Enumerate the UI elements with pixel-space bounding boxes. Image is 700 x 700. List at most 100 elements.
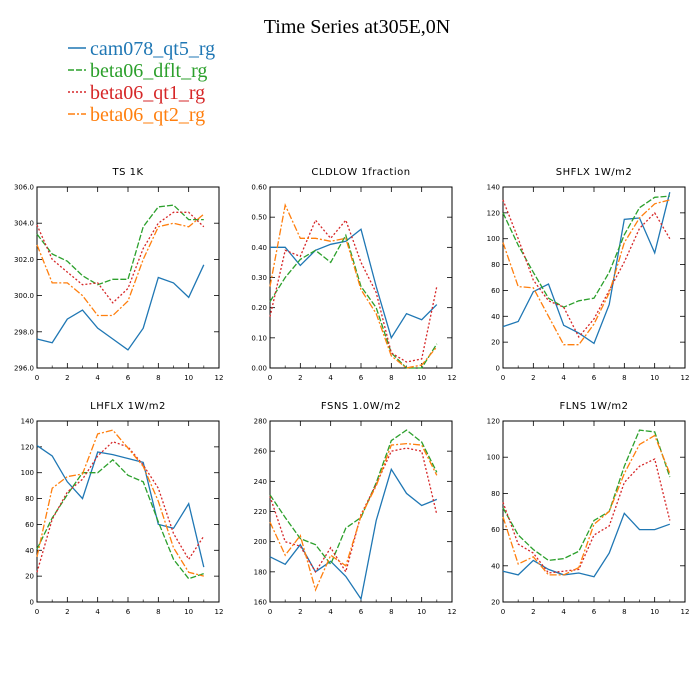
y-tick-label: 0 (30, 599, 34, 607)
x-tick-label: 12 (448, 608, 457, 616)
x-tick-label: 2 (65, 608, 69, 616)
x-tick-label: 12 (681, 374, 690, 382)
series-line-beta06_qt2_rg (502, 199, 670, 346)
panel-title: LHFLX 1W/m2 (90, 401, 166, 412)
y-tick-label: 40 (491, 562, 500, 570)
x-tick-label: 0 (501, 608, 505, 616)
x-tick-label: 8 (389, 608, 393, 616)
figure-title: Time Series at305E,0N (264, 16, 450, 38)
y-tick-label: 0 (496, 365, 500, 373)
panel-title: SHFLX 1W/m2 (556, 167, 632, 178)
x-tick-label: 6 (126, 608, 131, 616)
panel-0: TS 1K 0 2 4 6 8 10 12 296.0 298.0 300.0 302.0 304.0 3… (14, 167, 224, 382)
x-tick-label: 10 (417, 608, 426, 616)
y-tick-label: 80 (491, 261, 500, 269)
x-tick-label: 12 (215, 374, 224, 382)
y-tick-label: 20 (25, 573, 34, 581)
series-line-beta06_dflt_rg (269, 233, 438, 369)
x-tick-label: 10 (650, 374, 659, 382)
panels: TS 1K 0 2 4 6 8 10 12 296.0 298.0 300.0 302.0 304.0 3… (14, 167, 690, 616)
series-line-beta06_dflt_rg (502, 429, 671, 562)
panel-title: FSNS 1.0W/m2 (321, 401, 401, 412)
x-tick-label: 6 (126, 374, 131, 382)
x-tick-label: 6 (359, 374, 364, 382)
x-tick-label: 8 (622, 608, 626, 616)
legend-label-qt2: beta06_qt2_rg (90, 104, 205, 126)
y-tick-label: 200 (254, 538, 267, 546)
y-tick-label: 0.50 (251, 214, 267, 222)
x-tick-label: 4 (561, 608, 566, 616)
y-tick-label: 60 (491, 287, 500, 295)
series-line-beta06_qt1_rg (502, 199, 671, 339)
y-tick-label: 100 (487, 454, 500, 462)
panel-title: FLNS 1W/m2 (559, 401, 628, 412)
x-tick-label: 8 (156, 374, 160, 382)
y-tick-label: 0.00 (251, 365, 267, 373)
legend-label-cam078: cam078_qt5_rg (90, 38, 215, 60)
series-line-beta06_qt2_rg (502, 434, 671, 576)
x-tick-label: 8 (156, 608, 160, 616)
y-tick-label: 260 (254, 448, 267, 456)
y-tick-label: 160 (254, 599, 267, 607)
x-tick-label: 0 (35, 374, 39, 382)
series-line-beta06_qt2_rg (269, 202, 438, 369)
y-tick-label: 180 (254, 568, 267, 576)
series-line-cam078_qt5_rg (502, 512, 671, 578)
x-tick-label: 10 (184, 374, 193, 382)
y-tick-label: 280 (254, 418, 267, 426)
x-tick-label: 0 (268, 608, 272, 616)
x-tick-label: 12 (681, 608, 690, 616)
y-tick-label: 100 (21, 469, 34, 477)
legend-entry-dflt: beta06_dflt_rg (68, 60, 207, 82)
series-line-beta06_qt1_rg (502, 458, 671, 574)
y-tick-label: 240 (254, 478, 267, 486)
panel-4: FSNS 1.0W/m2 0 2 4 6 8 10 12 160 180 200 220 240 260 2… (254, 401, 457, 616)
x-tick-label: 12 (448, 374, 457, 382)
series-line-beta06_qt1_rg (36, 440, 205, 573)
legend-entry-qt1: beta06_qt1_rg (68, 82, 205, 104)
x-tick-label: 10 (417, 374, 426, 382)
y-tick-label: 80 (25, 495, 34, 503)
y-tick-label: 220 (254, 508, 267, 516)
x-tick-label: 4 (561, 374, 566, 382)
y-tick-label: 80 (491, 490, 500, 498)
x-tick-label: 8 (389, 374, 393, 382)
x-tick-label: 12 (215, 608, 224, 616)
x-tick-label: 6 (359, 608, 364, 616)
y-tick-label: 100 (487, 235, 500, 243)
series-line-cam078_qt5_rg (36, 264, 205, 351)
x-tick-label: 2 (531, 608, 535, 616)
y-tick-label: 40 (25, 547, 34, 555)
y-tick-label: 298.0 (14, 328, 34, 336)
y-tick-label: 0.10 (251, 334, 267, 342)
legend-label-dflt: beta06_dflt_rg (90, 60, 207, 82)
series-line-beta06_dflt_rg (269, 429, 438, 566)
panel-1: CLDLOW 1fraction 0 2 4 6 8 10 12 0.00 0.10 0.20 0.3… (251, 167, 456, 382)
y-tick-label: 0.40 (251, 244, 267, 252)
x-tick-label: 2 (531, 374, 535, 382)
y-tick-label: 120 (487, 418, 500, 426)
x-tick-label: 0 (268, 374, 272, 382)
x-tick-label: 2 (298, 608, 302, 616)
y-tick-label: 140 (21, 418, 34, 426)
x-tick-label: 4 (328, 374, 333, 382)
y-tick-label: 140 (487, 184, 500, 192)
x-tick-label: 10 (650, 608, 659, 616)
series-line-cam078_qt5_rg (502, 192, 671, 345)
x-tick-label: 2 (65, 374, 69, 382)
y-tick-label: 296.0 (14, 365, 34, 373)
x-tick-label: 6 (592, 374, 597, 382)
legend-label-qt1: beta06_qt1_rg (90, 82, 205, 104)
x-tick-label: 0 (501, 374, 505, 382)
series-line-beta06_dflt_rg (36, 204, 204, 286)
y-tick-label: 302.0 (14, 256, 34, 264)
x-tick-label: 10 (184, 608, 193, 616)
y-tick-label: 20 (491, 339, 500, 347)
y-tick-label: 120 (21, 443, 34, 451)
y-tick-label: 0.60 (251, 184, 267, 192)
series-line-beta06_qt2_rg (269, 442, 438, 592)
y-tick-label: 40 (491, 313, 500, 321)
y-tick-label: 0.20 (251, 304, 267, 312)
y-tick-label: 20 (491, 599, 500, 607)
